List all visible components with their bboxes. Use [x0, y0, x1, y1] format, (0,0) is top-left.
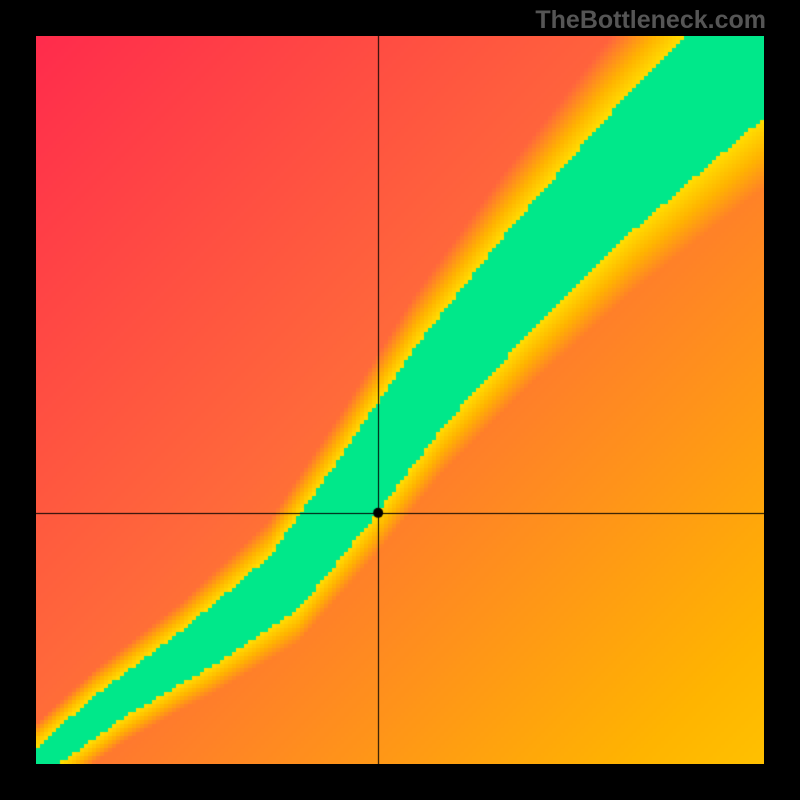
chart-container: TheBottleneck.com — [0, 0, 800, 800]
watermark-label: TheBottleneck.com — [535, 6, 766, 35]
bottleneck-heatmap — [36, 36, 764, 764]
